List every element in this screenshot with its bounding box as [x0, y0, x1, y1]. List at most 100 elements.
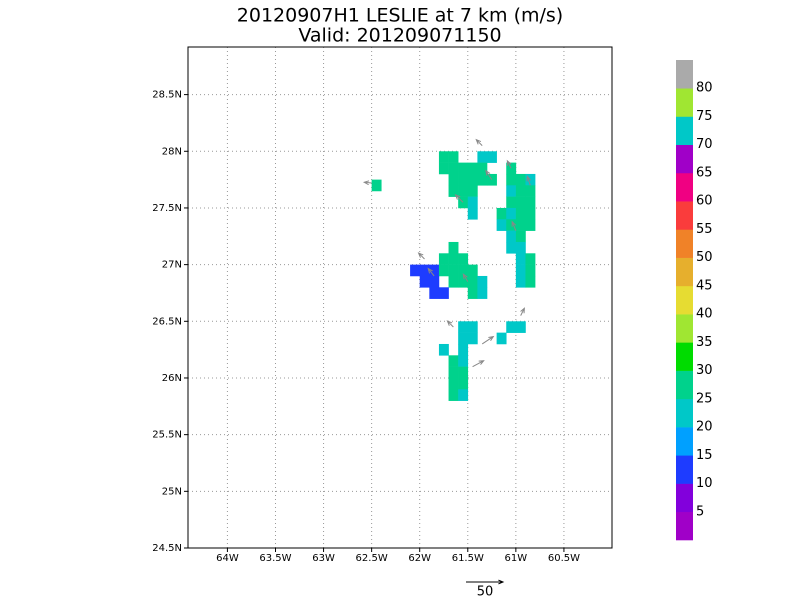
wind-cell	[467, 162, 478, 175]
wind-cell	[448, 185, 459, 197]
wind-vector	[427, 267, 435, 277]
wind-vector	[475, 138, 483, 146]
colorbar-swatch	[676, 116, 693, 146]
wind-cell	[419, 275, 430, 288]
wind-cell	[419, 264, 430, 277]
wind-vector	[472, 360, 485, 368]
colorbar-label: 50	[696, 250, 713, 265]
colorbar-label: 35	[696, 335, 713, 350]
map-frame	[187, 46, 613, 549]
wind-cell	[467, 196, 478, 209]
colorbar-swatch	[676, 398, 693, 428]
wind-cell	[438, 151, 449, 163]
colorbar-swatch	[676, 144, 693, 174]
wind-cell	[458, 185, 469, 197]
colorbar-label: 60	[696, 194, 713, 209]
wind-cell	[506, 173, 517, 186]
y-tick-label: 25.5N	[152, 430, 182, 441]
wind-cell	[515, 173, 526, 186]
title: 20120907H1 LESLIE at 7 km (m/s)	[237, 5, 563, 27]
wind-cell	[438, 343, 449, 356]
wind-cell	[525, 264, 536, 277]
wind-vector	[526, 175, 531, 186]
x-tick-label: 62.5W	[356, 553, 388, 564]
y-tick-label: 28.5N	[152, 90, 182, 101]
colorbar-swatch	[676, 427, 693, 456]
wind-vector	[462, 273, 469, 282]
colorbar-swatch	[676, 370, 693, 400]
x-tick-label: 64W	[216, 553, 239, 564]
y-tick-label: 24.5N	[152, 543, 182, 554]
wind-cell	[410, 264, 421, 277]
colorbar-swatch	[676, 314, 693, 343]
colorbar-swatch	[676, 285, 693, 315]
wind-cell	[515, 230, 526, 243]
colorbar-swatch	[676, 172, 693, 202]
y-tick-label: 26.5N	[152, 316, 182, 327]
wind-cell	[458, 196, 469, 209]
wind-cell	[506, 321, 517, 333]
wind-cell	[515, 207, 526, 220]
wind-cell	[458, 332, 469, 345]
wind-cell	[458, 377, 469, 390]
wind-vector	[417, 252, 425, 260]
wind-vector	[454, 193, 464, 203]
wind-cell	[515, 321, 526, 333]
wind-cell	[496, 332, 507, 345]
colorbar-label: 70	[696, 137, 713, 152]
wind-cell	[438, 253, 449, 265]
wind-cell	[477, 151, 488, 163]
wind-cell	[477, 162, 488, 175]
wind-cell	[458, 253, 469, 265]
colorbar-label: 10	[696, 476, 713, 491]
x-tick-label: 63W	[312, 553, 335, 564]
colorbar-label: 20	[696, 420, 713, 435]
x-tick-label: 63.5W	[259, 553, 291, 564]
x-tick-label: 61W	[505, 553, 528, 564]
wind-cell	[506, 185, 517, 197]
x-tick-label: 61.5W	[452, 553, 484, 564]
wind-cell	[515, 241, 526, 254]
wind-cell	[448, 377, 459, 390]
y-tick-label: 26N	[162, 373, 182, 384]
wind-cell	[458, 389, 469, 401]
wind-cell	[477, 287, 488, 299]
wind-cell	[525, 275, 536, 288]
wind-cell	[458, 275, 469, 288]
wind-cell	[458, 173, 469, 186]
y-tick-label: 27N	[162, 260, 182, 271]
wind-cell	[496, 219, 507, 231]
colorbar-label: 40	[696, 307, 713, 322]
wind-cell	[458, 366, 469, 379]
wind-cell	[458, 321, 469, 333]
wind-cell	[506, 196, 517, 209]
colorbar-swatch	[676, 257, 693, 287]
wind-cell	[496, 207, 507, 220]
colorbar-swatch	[676, 455, 693, 484]
wind-cell	[467, 173, 478, 186]
wind-vector	[506, 159, 512, 169]
colorbar-swatch	[676, 88, 693, 117]
x-tick-label: 62W	[408, 553, 431, 564]
colorbar-label: 45	[696, 278, 713, 293]
y-tick-label: 28N	[162, 146, 182, 157]
wind-cell	[525, 219, 536, 231]
wind-cell	[515, 196, 526, 209]
wind-cell	[467, 207, 478, 220]
wind-cell	[429, 264, 440, 277]
wind-cell	[477, 275, 488, 288]
wind-cell	[487, 173, 497, 186]
wind-cell	[515, 264, 526, 277]
wind-cell	[448, 389, 459, 401]
wind-cell	[438, 287, 449, 299]
wind-cell	[458, 264, 469, 277]
colorbar-swatch	[676, 60, 693, 89]
wind-cell	[467, 275, 478, 288]
wind-cell	[515, 275, 526, 288]
wind-cell	[448, 264, 459, 277]
reference-label: 50	[477, 585, 494, 600]
wind-cell	[525, 185, 536, 197]
wind-vector	[362, 180, 372, 186]
